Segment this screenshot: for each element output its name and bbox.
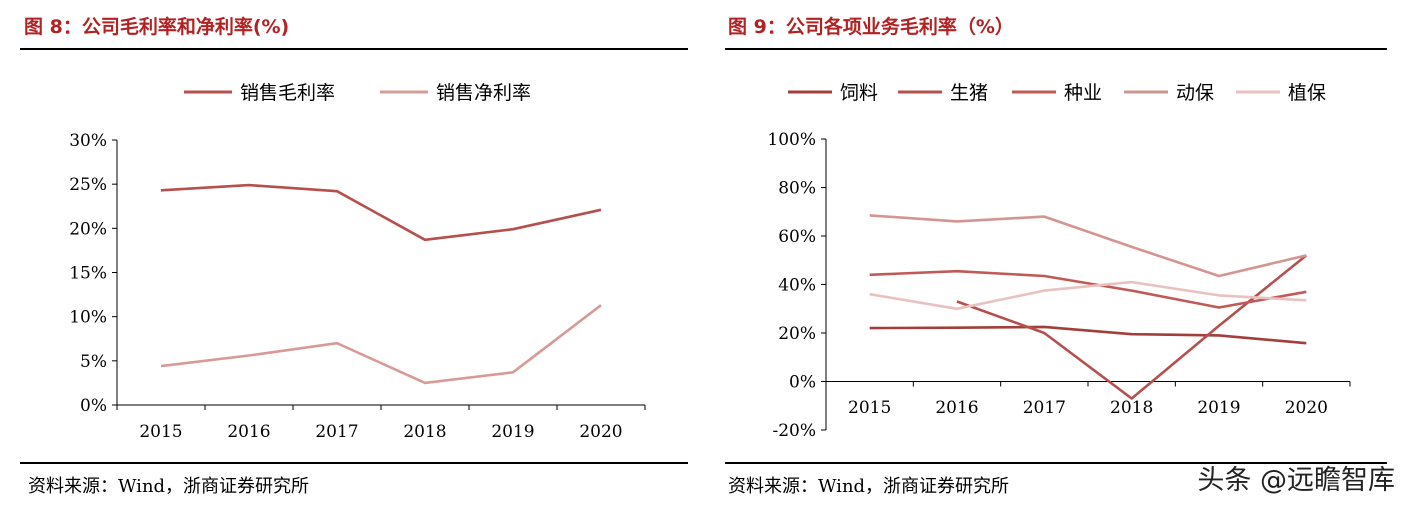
y-tick-label: 10% bbox=[69, 308, 107, 328]
figure-9-title: 图 9：公司各项业务毛利率（%） bbox=[728, 16, 1014, 38]
legend-label: 种业 bbox=[1064, 82, 1102, 104]
title-rule bbox=[725, 48, 1387, 50]
x-tick-label: 2020 bbox=[579, 422, 622, 442]
legend-label: 动保 bbox=[1176, 82, 1214, 104]
source-rule bbox=[725, 462, 1387, 464]
y-tick-label: 25% bbox=[69, 175, 107, 195]
business-margin-chart: 饲料 生猪 种业 动保 植保 -20% 0% 20% 40% 60% 80% 100% 2015 2016… bbox=[767, 82, 1351, 441]
series-line bbox=[869, 325, 1307, 345]
y-tick-label: 60% bbox=[778, 227, 816, 247]
y-tick-label: 0% bbox=[80, 396, 107, 416]
x-tick-label: 2015 bbox=[848, 398, 891, 418]
title-rule bbox=[20, 48, 688, 50]
source-note: 资料来源：Wind，浙商证券研究所 bbox=[728, 476, 1010, 497]
y-tick-label: 40% bbox=[778, 276, 816, 296]
series-line bbox=[160, 183, 602, 242]
legend-label: 植保 bbox=[1288, 82, 1326, 104]
source-rule bbox=[20, 462, 688, 464]
y-tick-label: 5% bbox=[80, 352, 107, 372]
x-tick-label: 2019 bbox=[1197, 398, 1240, 418]
y-tick-label: 15% bbox=[69, 264, 107, 284]
x-tick-label: 2018 bbox=[1110, 398, 1153, 418]
source-note: 资料来源：Wind，浙商证券研究所 bbox=[28, 476, 310, 497]
y-tick-label: -20% bbox=[772, 421, 816, 441]
right-panel: 图 9：公司各项业务毛利率（%） 饲料 生猪 种业 动保 植保 -20% 0% 20% 40% 6… bbox=[720, 0, 1407, 510]
figure-8-title: 图 8：公司毛利率和净利率(%) bbox=[24, 16, 290, 38]
legend-label: 销售净利率 bbox=[436, 82, 531, 104]
series-line bbox=[869, 280, 1307, 311]
y-tick-label: 80% bbox=[778, 179, 816, 199]
legend-label: 销售毛利率 bbox=[240, 82, 335, 104]
x-tick-label: 2020 bbox=[1285, 398, 1328, 418]
x-tick-label: 2018 bbox=[403, 422, 446, 442]
series-line bbox=[869, 269, 1307, 309]
x-tick-label: 2015 bbox=[139, 422, 182, 442]
x-tick-label: 2016 bbox=[227, 422, 270, 442]
legend-label: 生猪 bbox=[950, 82, 988, 104]
series-line bbox=[160, 304, 602, 385]
y-tick-label: 100% bbox=[767, 130, 816, 150]
x-tick-label: 2017 bbox=[1023, 398, 1066, 418]
x-tick-label: 2017 bbox=[315, 422, 358, 442]
legend-label: 饲料 bbox=[840, 82, 878, 104]
x-tick-label: 2019 bbox=[491, 422, 534, 442]
y-tick-label: 0% bbox=[789, 373, 816, 393]
margin-chart: 销售毛利率 销售净利率 0% 5% 10% 15% 20% 25% 30% 2015 2016 201… bbox=[69, 82, 646, 442]
watermark: 头条 @远瞻智库 bbox=[1197, 465, 1395, 496]
y-tick-label: 20% bbox=[69, 219, 107, 239]
left-panel: 图 8：公司毛利率和净利率(%) 销售毛利率 销售净利率 0% 5% 10% 15% 20%… bbox=[0, 0, 700, 510]
x-tick-label: 2016 bbox=[935, 398, 978, 418]
y-tick-label: 30% bbox=[69, 131, 107, 151]
series-line bbox=[869, 214, 1307, 278]
y-tick-label: 20% bbox=[778, 324, 816, 344]
